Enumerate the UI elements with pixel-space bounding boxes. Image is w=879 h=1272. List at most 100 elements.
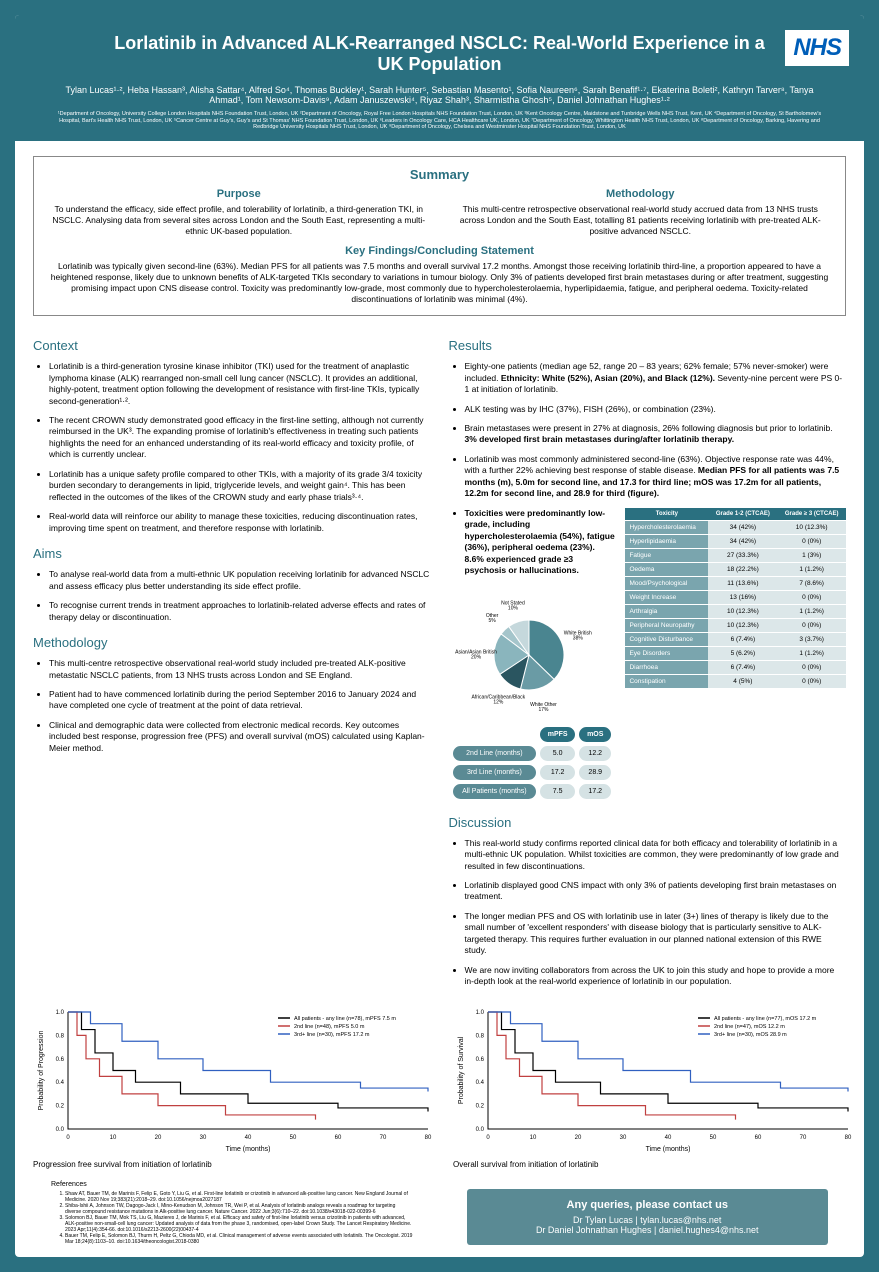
svg-text:20: 20 (575, 1135, 582, 1141)
left-column: Context Lorlatinib is a third-generation… (33, 326, 431, 996)
svg-text:0.8: 0.8 (56, 1033, 65, 1039)
list-item: This multi-centre retrospective observat… (49, 658, 431, 681)
svg-text:2nd line (n=47), mOS 12.2 m: 2nd line (n=47), mOS 12.2 m (714, 1024, 785, 1030)
references-heading: References (51, 1181, 413, 1189)
list-item: To analyse real-world data from a multi-… (49, 569, 431, 592)
contact-box: Any queries, please contact us Dr Tylan … (467, 1189, 829, 1245)
summary-heading: Summary (48, 167, 831, 182)
list-item: We are now inviting collaborators from a… (465, 965, 847, 988)
svg-text:50: 50 (710, 1135, 717, 1141)
references: References Shaw AT, Bauer TM, de Marinis… (33, 1177, 431, 1257)
affiliations: ¹Department of Oncology, University Coll… (35, 111, 844, 131)
svg-text:38%: 38% (572, 635, 583, 641)
svg-text:1.0: 1.0 (476, 1010, 485, 1016)
contact-heading: Any queries, please contact us (477, 1199, 819, 1211)
toxicity-table: ToxicityGrade 1-2 (CTCAE)Grade ≥ 3 (CTCA… (625, 508, 846, 689)
ethnicity-pie-chart: White British38%White Other17%African/Ca… (449, 585, 609, 715)
list-item: Bauer TM, Felip E, Solomon BJ, Thurm H, … (65, 1233, 413, 1245)
svg-text:Time (months): Time (months) (226, 1146, 271, 1153)
svg-text:1.0: 1.0 (56, 1010, 65, 1016)
list-item: Clinical and demographic data were colle… (49, 720, 431, 754)
svg-text:0.0: 0.0 (56, 1127, 65, 1133)
key-findings-heading: Key Findings/Concluding Statement (48, 245, 831, 257)
svg-text:60: 60 (755, 1135, 762, 1141)
svg-text:All patients - any line (n=77): All patients - any line (n=77), mOS 17.2… (714, 1016, 817, 1022)
svg-text:0.6: 0.6 (56, 1057, 65, 1063)
methodology-list: This multi-centre retrospective observat… (33, 658, 431, 754)
poster: NHS Lorlatinib in Advanced ALK-Rearrange… (15, 15, 864, 1257)
results-sub-row: Toxicities were predominantly low-grade,… (449, 508, 847, 803)
svg-text:10: 10 (530, 1135, 537, 1141)
svg-text:0.0: 0.0 (476, 1127, 485, 1133)
discussion-heading: Discussion (449, 815, 847, 830)
list-item: Shiba-Ishii A, Johnson TW, Dagogo-Jack I… (65, 1203, 413, 1215)
svg-text:60: 60 (335, 1135, 342, 1141)
svg-text:0.6: 0.6 (476, 1057, 485, 1063)
svg-text:Probability of Progression: Probability of Progression (38, 1030, 45, 1110)
svg-text:0.2: 0.2 (56, 1103, 65, 1109)
svg-text:5%: 5% (488, 618, 496, 624)
svg-text:3rd+ line (n=30), mOS 28.9 m: 3rd+ line (n=30), mOS 28.9 m (714, 1032, 787, 1038)
svg-text:50: 50 (290, 1135, 297, 1141)
svg-text:40: 40 (665, 1135, 672, 1141)
svg-text:2nd line (n=48), mPFS 5.0 m: 2nd line (n=48), mPFS 5.0 m (294, 1024, 365, 1030)
list-item: Brain metastases were present in 27% at … (465, 423, 847, 446)
km-os-chart: 0.00.20.40.60.81.001020304050607080Time … (453, 1004, 853, 1154)
list-item: The recent CROWN study demonstrated good… (49, 415, 431, 461)
svg-text:0.4: 0.4 (56, 1080, 65, 1086)
svg-text:0: 0 (66, 1135, 70, 1141)
list-item: This real-world study confirms reported … (465, 838, 847, 872)
contact-line-1: Dr Tylan Lucas | tylan.lucas@nhs.net (477, 1215, 819, 1225)
poster-title: Lorlatinib in Advanced ALK-Rearranged NS… (35, 33, 844, 75)
svg-text:70: 70 (380, 1135, 387, 1141)
list-item: To recognise current trends in treatment… (49, 600, 431, 623)
svg-text:0.8: 0.8 (476, 1033, 485, 1039)
km-os-caption: Overall survival from initiation of lorl… (453, 1160, 853, 1169)
aims-heading: Aims (33, 546, 431, 561)
svg-text:0: 0 (486, 1135, 490, 1141)
svg-text:All patients - any line (n=78): All patients - any line (n=78), mPFS 7.5… (294, 1016, 396, 1022)
context-list: Lorlatinib is a third-generation tyrosin… (33, 361, 431, 534)
authors: Tylan Lucas¹·², Heba Hassan³, Alisha Sat… (35, 85, 844, 105)
list-item: The longer median PFS and OS with lorlat… (465, 911, 847, 957)
list-item: Real-world data will reinforce our abili… (49, 511, 431, 534)
summary-box: Summary Purpose To understand the effica… (33, 156, 846, 316)
references-list: Shaw AT, Bauer TM, de Marinis F, Felip E… (51, 1191, 413, 1245)
km-pfs-chart: 0.00.20.40.60.81.001020304050607080Time … (33, 1004, 433, 1154)
km-pfs-box: 0.00.20.40.60.81.001020304050607080Time … (33, 1004, 433, 1169)
svg-text:3rd+ line (n=30), mPFS 17.2 m: 3rd+ line (n=30), mPFS 17.2 m (294, 1032, 370, 1038)
svg-text:20: 20 (155, 1135, 162, 1141)
list-item: Lorlatinib was most commonly administere… (465, 454, 847, 500)
svg-text:40: 40 (245, 1135, 252, 1141)
context-heading: Context (33, 338, 431, 353)
svg-text:10: 10 (110, 1135, 117, 1141)
aims-list: To analyse real-world data from a multi-… (33, 569, 431, 623)
svg-text:80: 80 (845, 1135, 852, 1141)
svg-text:30: 30 (620, 1135, 627, 1141)
results-list: Eighty-one patients (median age 52, rang… (449, 361, 847, 500)
right-column: Results Eighty-one patients (median age … (449, 326, 847, 996)
list-item: Solomon BJ, Bauer TM, Mok TS, Liu G, Maz… (65, 1215, 413, 1233)
discussion-list: This real-world study confirms reported … (449, 838, 847, 988)
svg-text:0.2: 0.2 (476, 1103, 485, 1109)
svg-text:20%: 20% (471, 654, 482, 660)
results-heading: Results (449, 338, 847, 353)
tox-bullet-list: Toxicities were predominantly low-grade,… (449, 508, 616, 577)
purpose-heading: Purpose (48, 188, 430, 200)
km-os-box: 0.00.20.40.60.81.001020304050607080Time … (453, 1004, 853, 1169)
svg-text:Time (months): Time (months) (646, 1146, 691, 1153)
contact-line-2: Dr Daniel Johnathan Hughes | daniel.hugh… (477, 1225, 819, 1235)
svg-text:12%: 12% (493, 699, 504, 705)
list-item: Eighty-one patients (median age 52, rang… (465, 361, 847, 395)
svg-text:Probability of Survival: Probability of Survival (458, 1036, 465, 1104)
nhs-logo: NHS (785, 30, 849, 66)
methodology-text: This multi-centre retrospective observat… (450, 204, 832, 237)
tox-bullet: Toxicities were predominantly low-grade,… (465, 508, 616, 577)
svg-text:80: 80 (425, 1135, 432, 1141)
svg-text:17%: 17% (538, 707, 549, 713)
list-item: Lorlatinib displayed good CNS impact wit… (465, 880, 847, 903)
list-item: ALK testing was by IHC (37%), FISH (26%)… (465, 404, 847, 415)
svg-text:0.4: 0.4 (476, 1080, 485, 1086)
poster-header: NHS Lorlatinib in Advanced ALK-Rearrange… (15, 15, 864, 141)
list-item: Shaw AT, Bauer TM, de Marinis F, Felip E… (65, 1191, 413, 1203)
